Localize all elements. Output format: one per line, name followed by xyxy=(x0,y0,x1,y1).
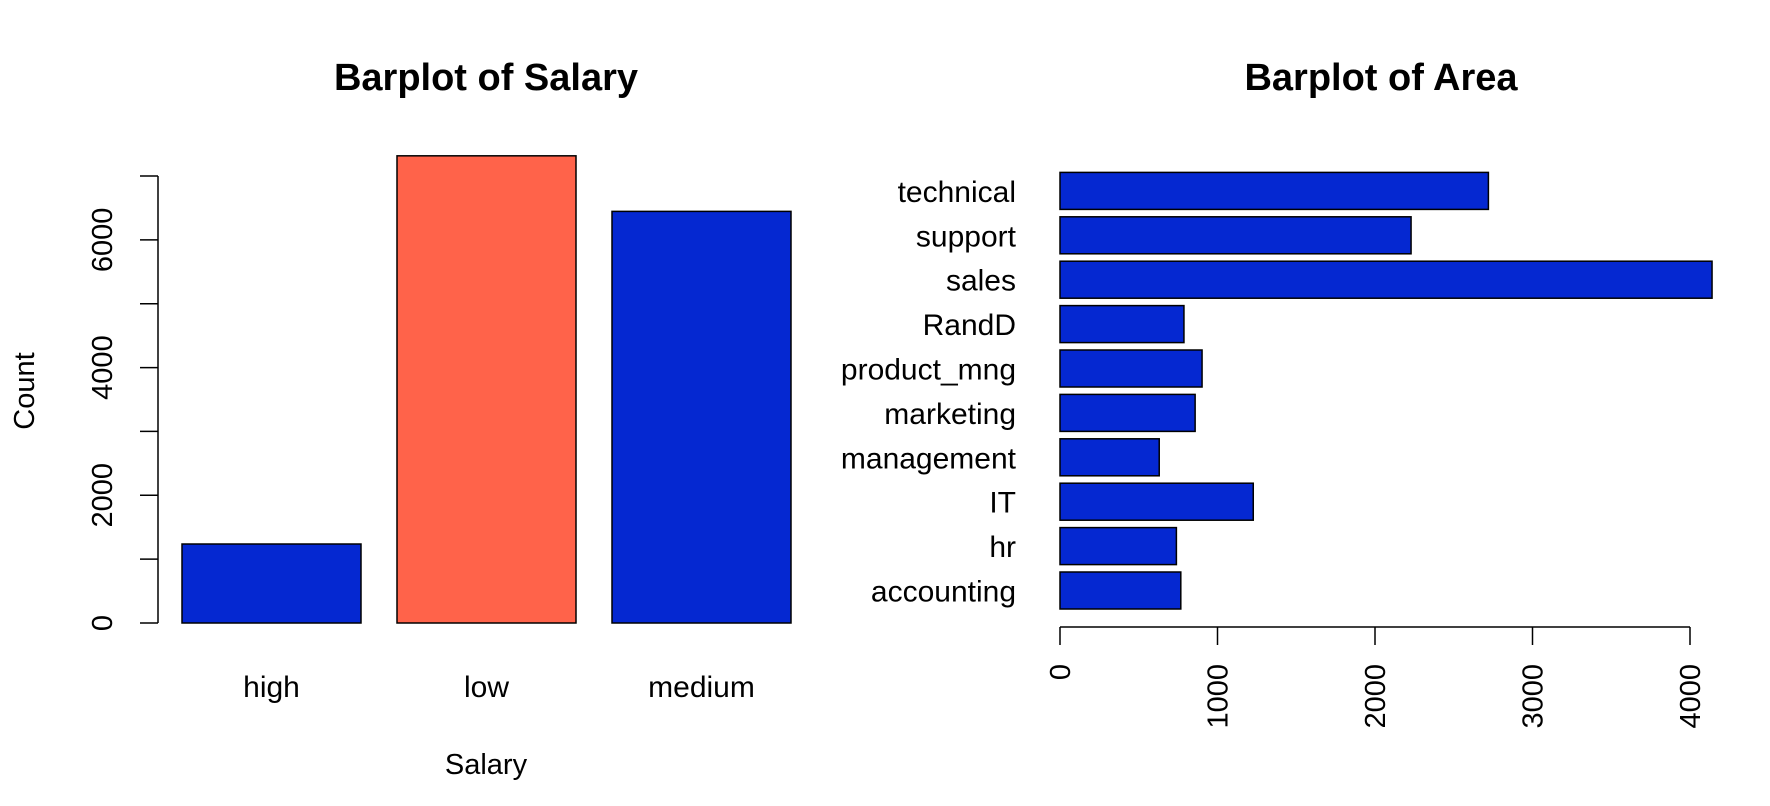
salary-category-label: high xyxy=(243,671,300,704)
salary-category-label: medium xyxy=(648,671,755,704)
area-x-tick-label: 1000 xyxy=(1203,664,1235,729)
salary-y-axis: 0 2000 4000 6000 xyxy=(87,175,159,631)
area-category-label: marketing xyxy=(884,398,1016,431)
area-category-label: management xyxy=(841,442,1017,475)
area-category-label: IT xyxy=(989,487,1016,520)
salary-category-label: low xyxy=(464,671,509,704)
area-x-tick-label: 2000 xyxy=(1360,664,1392,729)
area-category-label: accounting xyxy=(871,576,1016,609)
area-x-tick-label: 3000 xyxy=(1518,664,1550,729)
salary-bar-high xyxy=(181,543,362,624)
salary-bars xyxy=(181,155,792,624)
area-category-label: technical xyxy=(898,176,1016,209)
salary-bar-medium xyxy=(611,210,792,624)
salary-barplot: Barplot of Salary high low medium 0 2000 400… xyxy=(9,57,792,781)
area-bar-product_mng xyxy=(1059,349,1203,388)
area-bar-accounting xyxy=(1059,571,1182,610)
area-bar-management xyxy=(1059,438,1160,477)
area-chart-title: Barplot of Area xyxy=(1244,57,1518,99)
salary-chart-title: Barplot of Salary xyxy=(334,57,638,99)
area-bar-IT xyxy=(1059,482,1255,521)
salary-x-axis-label: Salary xyxy=(445,749,528,781)
area-x-tick-label: 4000 xyxy=(1675,664,1707,729)
area-x-axis: 0 1000 2000 3000 4000 xyxy=(1045,626,1707,729)
area-barplot: Barplot of Area accounting hr IT management… xyxy=(841,57,1713,729)
area-x-tick-label: 0 xyxy=(1045,664,1077,680)
area-category-label: sales xyxy=(946,265,1016,298)
area-bar-hr xyxy=(1059,526,1178,566)
area-bar-marketing xyxy=(1059,393,1196,433)
salary-y-tick-label: 6000 xyxy=(87,208,119,273)
area-category-label: hr xyxy=(989,531,1016,564)
area-category-label: product_mng xyxy=(841,354,1016,387)
area-bar-RandD xyxy=(1059,304,1185,344)
salary-y-tick-label: 4000 xyxy=(87,335,119,400)
area-category-labels: accounting hr IT management marketing product… xyxy=(841,176,1017,609)
salary-y-tick-label: 2000 xyxy=(87,463,119,528)
area-bar-support xyxy=(1059,216,1412,255)
salary-y-axis-label: Count xyxy=(9,352,41,429)
area-bar-sales xyxy=(1059,260,1713,299)
area-category-label: RandD xyxy=(923,309,1016,342)
salary-bar-low xyxy=(396,155,577,624)
area-bar-technical xyxy=(1059,171,1490,211)
area-bars xyxy=(1059,171,1713,610)
area-category-label: support xyxy=(916,220,1017,253)
salary-category-labels: high low medium xyxy=(243,671,755,704)
salary-y-tick-label: 0 xyxy=(87,615,119,631)
